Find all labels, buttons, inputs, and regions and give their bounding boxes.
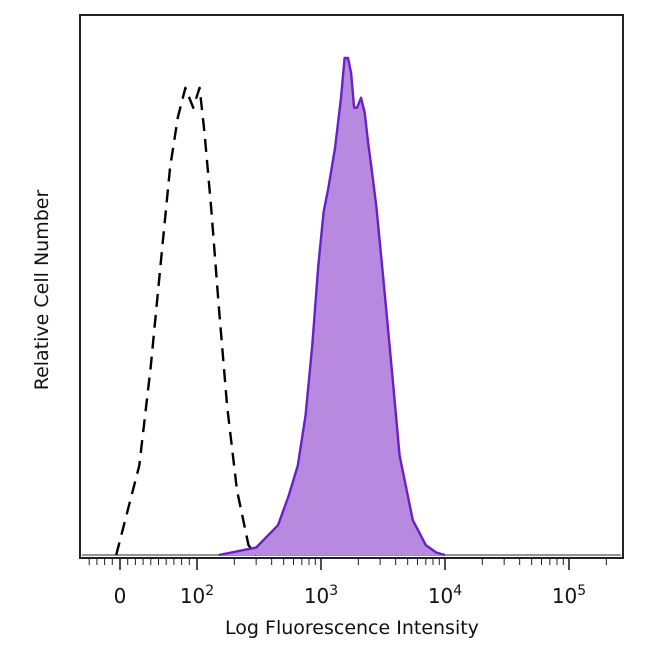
series-area-1	[218, 58, 445, 555]
series-line-0	[115, 86, 258, 556]
x-tick-label: 0	[114, 584, 127, 608]
x-tick-label: 104	[428, 583, 462, 608]
x-tick-label: 103	[304, 583, 338, 608]
series-line-1	[218, 56, 446, 557]
series-layer	[82, 56, 621, 557]
y-axis-title: Relative Cell Number	[31, 190, 53, 391]
x-axis-ticks	[88, 558, 607, 570]
plot-frame	[79, 14, 624, 559]
x-tick-labels: 0 102 103 104 105	[114, 583, 587, 608]
x-tick-label: 105	[552, 583, 586, 608]
x-axis-title: Log Fluorescence Intensity	[225, 617, 479, 639]
x-tick-label: 102	[180, 583, 214, 608]
